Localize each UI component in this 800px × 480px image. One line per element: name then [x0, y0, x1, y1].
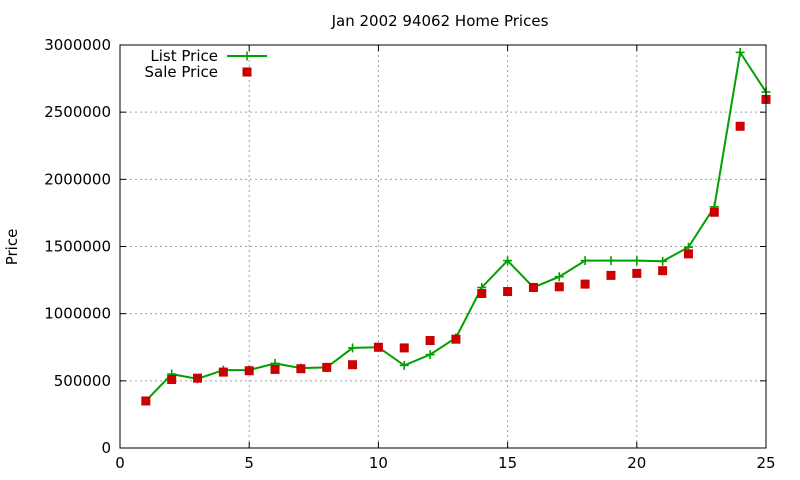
chart-title: Jan 2002 94062 Home Prices [331, 12, 549, 30]
sale-price-point [348, 360, 358, 370]
sale-price-point [503, 287, 513, 297]
sale-price-point [296, 364, 306, 374]
sale-price-point [606, 270, 616, 280]
legend-label-sale-price: Sale Price [145, 63, 218, 81]
x-tick-label: 0 [115, 454, 125, 472]
x-tick-label: 20 [627, 454, 646, 472]
sale-price-point [735, 121, 745, 131]
plot-frame [119, 44, 767, 449]
sale-price-point [218, 367, 228, 377]
sale-price-point [528, 282, 538, 292]
sale-price-point [167, 374, 177, 384]
sale-price-point [658, 266, 668, 276]
y-tick-label: 2000000 [44, 170, 111, 188]
sale-price-point [425, 336, 435, 346]
x-tick-label: 10 [369, 454, 388, 472]
data-series [141, 47, 771, 406]
list-price-point [503, 256, 513, 266]
sale-price-point [244, 366, 254, 376]
y-tick-label: 3000000 [44, 36, 111, 54]
y-tick-label: 1500000 [44, 238, 111, 256]
sale-price-point [270, 364, 280, 374]
sale-price-point [141, 396, 151, 406]
x-tick-label: 25 [756, 454, 775, 472]
sale-price-point [322, 362, 332, 372]
sale-price-point [193, 373, 203, 383]
legend-marker-sale-price [242, 67, 252, 77]
legend-label-list-price: List Price [150, 47, 218, 65]
y-tick-label: 1000000 [44, 305, 111, 323]
list-price-point [606, 256, 616, 266]
list-price-point [735, 47, 745, 57]
list-price-point [242, 51, 252, 61]
sale-price-point [580, 279, 590, 289]
list-price-line [145, 49, 767, 402]
sale-price-point [632, 268, 642, 278]
sale-price-point [399, 343, 409, 353]
y-tick-label: 2500000 [44, 103, 111, 121]
y-tick-label: 500000 [54, 372, 111, 390]
sale-price-point [709, 207, 719, 217]
x-tick-label: 5 [244, 454, 254, 472]
y-axis-label: Price [3, 229, 21, 266]
list-price-point [348, 343, 358, 353]
sale-price-point [554, 282, 564, 292]
grid-lines [120, 45, 766, 448]
x-tick-label: 15 [498, 454, 517, 472]
axis-ticks: 0 5 10 15 20 25 0 500000 1000000 1500000 2000000 25… [44, 36, 775, 472]
sale-price-point [373, 342, 383, 352]
y-tick-label: 0 [101, 439, 111, 457]
sale-price-point [477, 289, 487, 299]
list-price-point [554, 272, 564, 282]
list-price-point [658, 256, 668, 266]
list-price-point [632, 256, 642, 266]
list-price-point [399, 360, 409, 370]
sale-price-point [451, 334, 461, 344]
list-price-point [580, 256, 590, 266]
list-price-point [425, 350, 435, 360]
sale-price-point [683, 249, 693, 259]
